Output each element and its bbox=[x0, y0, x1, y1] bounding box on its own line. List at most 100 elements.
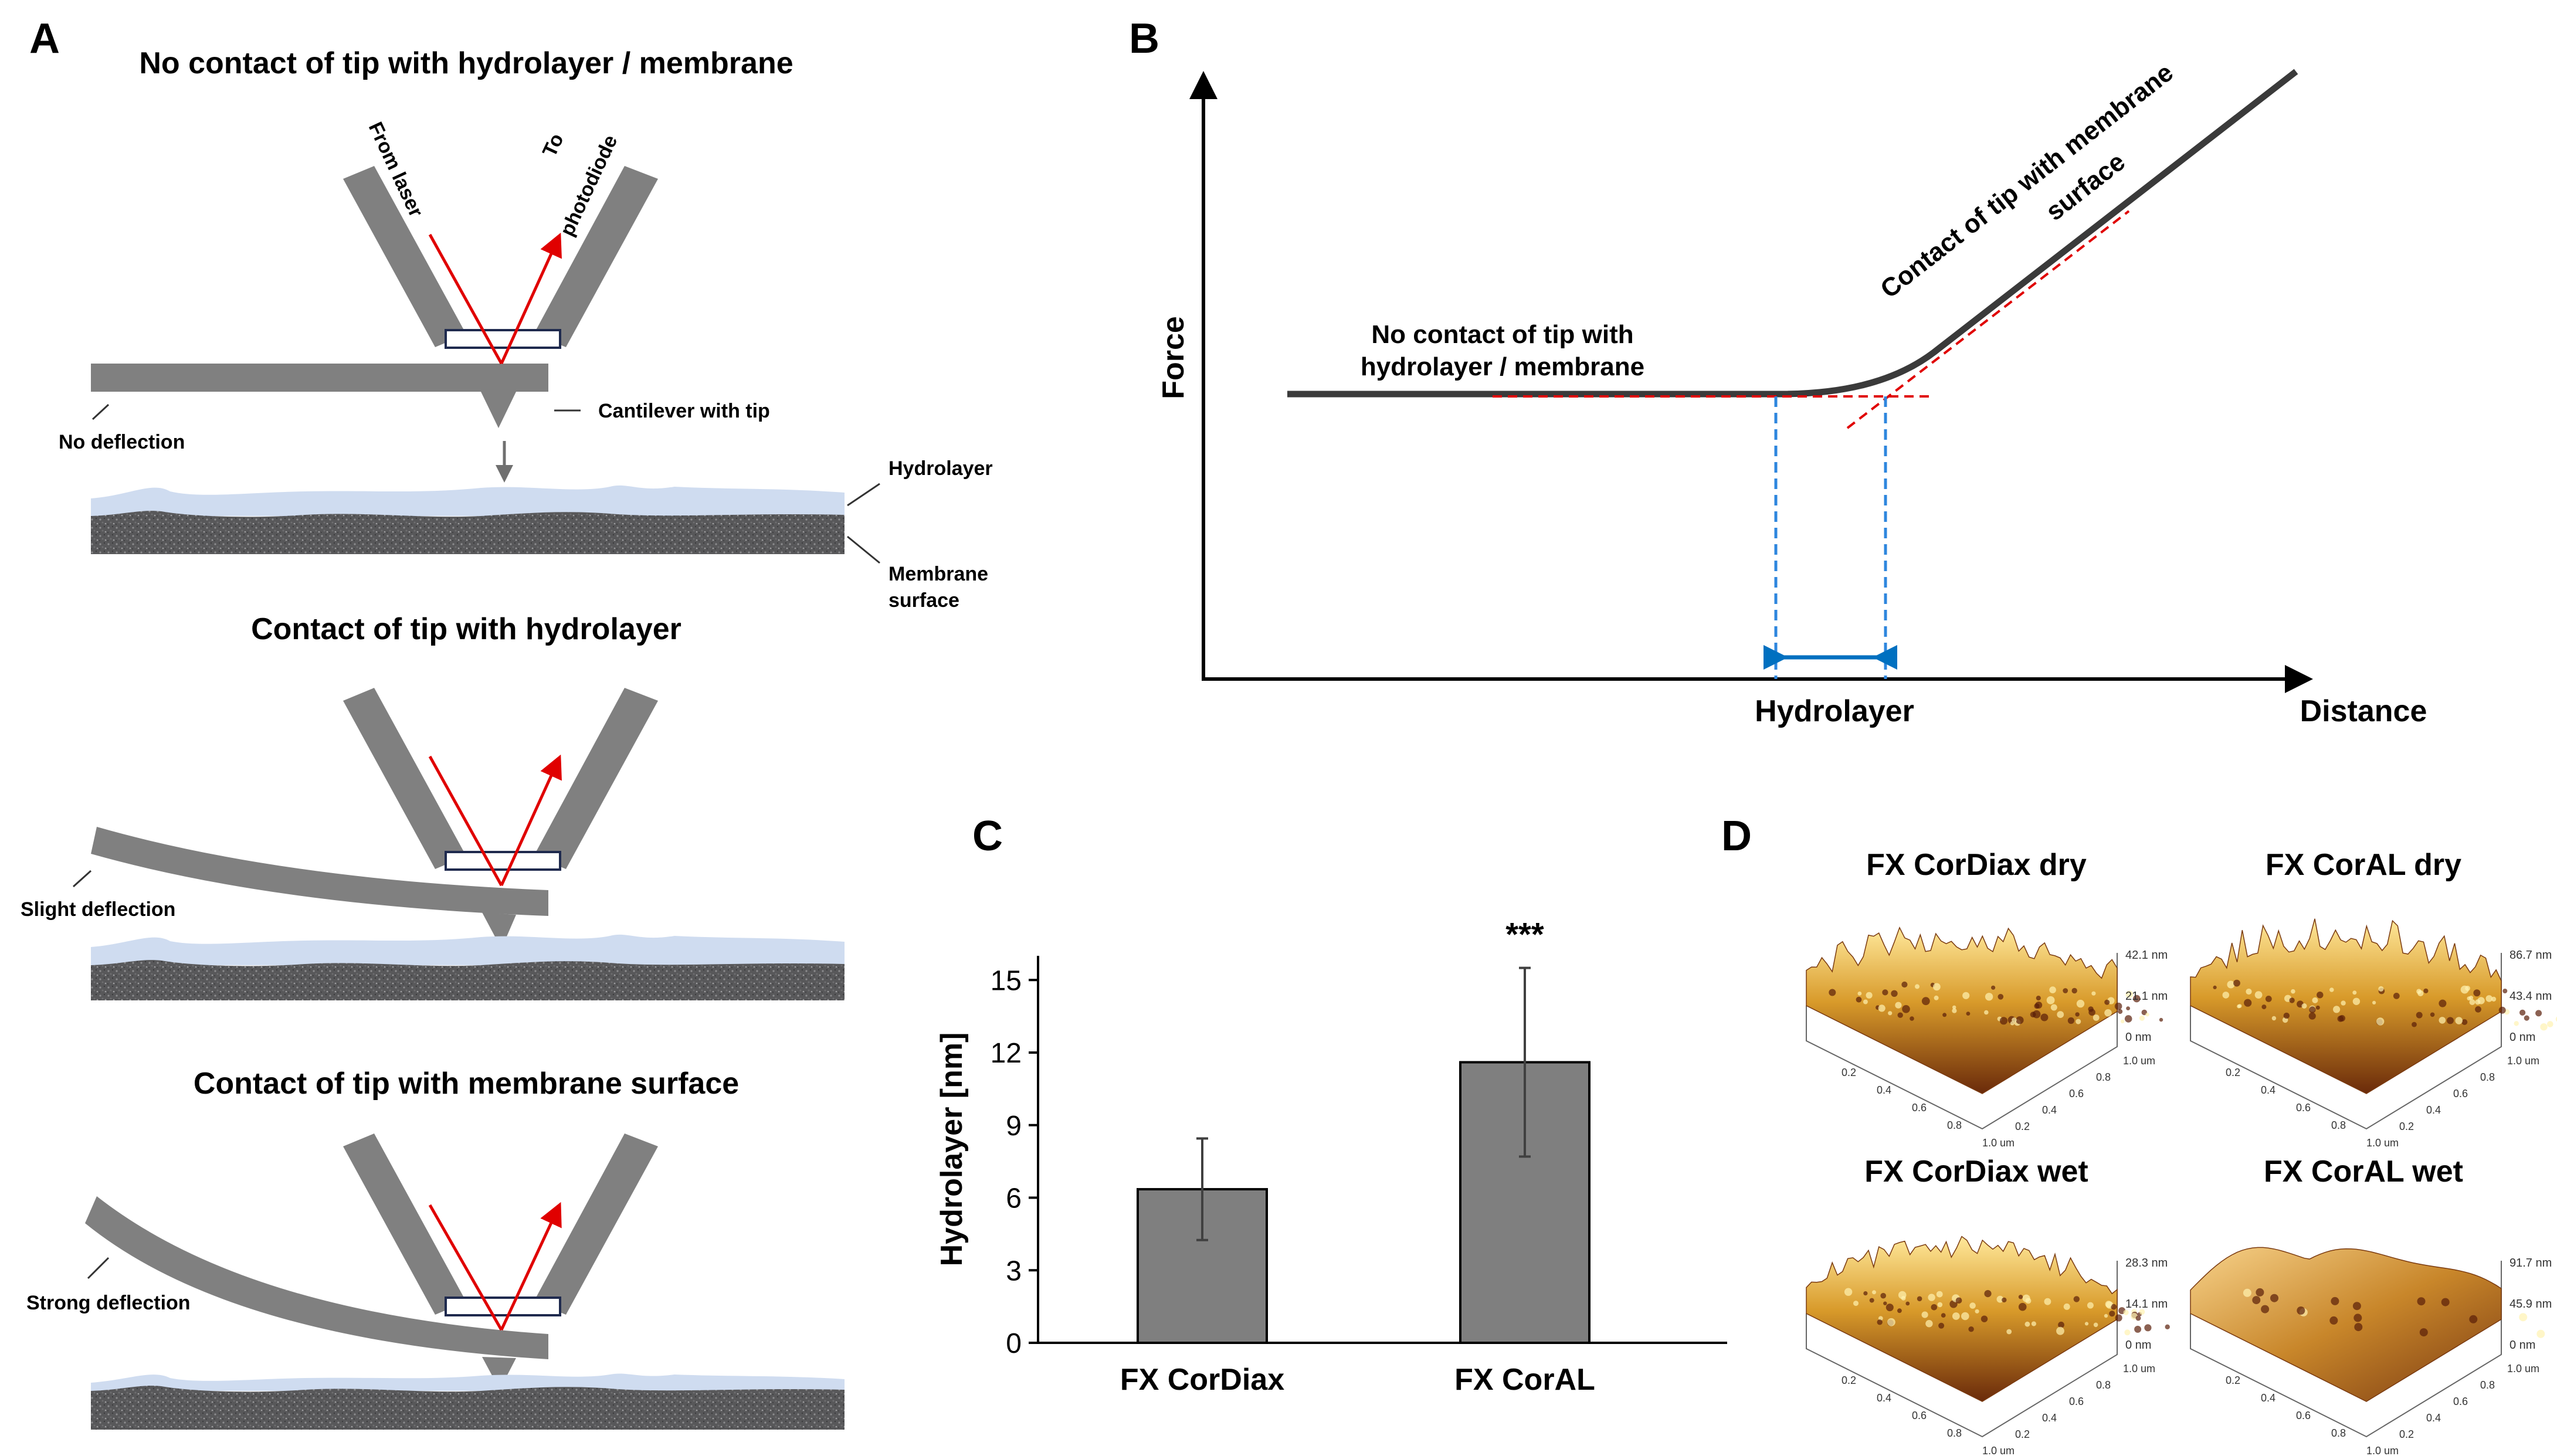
afm-axis-tick-label: 0.8 bbox=[2480, 1071, 2495, 1083]
afm-speckle bbox=[2477, 997, 2485, 1004]
cantilever-tip bbox=[482, 912, 516, 949]
afm-speckle bbox=[2475, 1006, 2481, 1013]
right-laser-arm bbox=[534, 688, 658, 869]
label-to: To bbox=[538, 130, 568, 160]
afm-speckle bbox=[2036, 996, 2041, 1001]
panel-c-letter: C bbox=[972, 813, 1003, 860]
afm-axis-tick-label: 0.8 bbox=[2096, 1379, 2111, 1391]
afm-axis-tick-label: 0.8 bbox=[2331, 1427, 2346, 1439]
afm-speckle bbox=[1856, 996, 1862, 1003]
afm-speckle bbox=[1885, 1304, 1894, 1312]
afm-speckle bbox=[1952, 1312, 1960, 1320]
afm-scene-membrane-contact: Strong deflection bbox=[26, 1133, 845, 1430]
afm-speckle bbox=[2354, 1323, 2363, 1332]
leader-membrane bbox=[847, 535, 880, 564]
afm-speckle bbox=[1910, 1016, 1914, 1021]
afm-axis-tick-label: 1.0 um bbox=[2366, 1445, 2399, 1456]
afm-speckle bbox=[1844, 1288, 1853, 1296]
afm-speckle bbox=[2144, 1324, 2152, 1332]
afm-axis-tick-label: 1.0 um bbox=[1982, 1137, 2015, 1149]
afm-speckle bbox=[2104, 999, 2110, 1005]
afm-speckle bbox=[1937, 1302, 1943, 1308]
afm-speckle bbox=[1921, 1311, 1928, 1318]
afm-speckle bbox=[1897, 1308, 1902, 1314]
afm-speckle bbox=[1853, 1301, 1859, 1306]
afm-speckle bbox=[2088, 1006, 2094, 1012]
afm-speckle bbox=[1901, 981, 1908, 988]
afm-axis-tick-label: 0.2 bbox=[1842, 1067, 1856, 1078]
afm-speckle bbox=[2317, 992, 2324, 999]
afm-speckle bbox=[2329, 987, 2334, 992]
force-axis-label: Force bbox=[1157, 316, 1191, 399]
afm-surface-shape bbox=[1806, 926, 2118, 1094]
afm-speckle bbox=[2056, 1326, 2064, 1335]
afm-speckle bbox=[2125, 990, 2134, 998]
afm-speckle bbox=[2049, 986, 2056, 993]
afm-speckle bbox=[1952, 1008, 1957, 1013]
afm-speckle bbox=[2109, 1311, 2115, 1317]
afm-speckle bbox=[2514, 1021, 2519, 1026]
afm-axis-tick-label: 0.6 bbox=[2069, 1396, 2084, 1407]
afm-speckle bbox=[1905, 1301, 1910, 1306]
cantilever-strong-bend bbox=[85, 1196, 548, 1359]
afm-speckle bbox=[1996, 1295, 2004, 1303]
left-laser-arm bbox=[343, 166, 466, 347]
afm-speckle bbox=[1985, 993, 1993, 1001]
afm-speckle bbox=[1902, 1005, 1910, 1013]
afm-speckle bbox=[2057, 1011, 2064, 1018]
afm-speckle bbox=[1869, 1298, 1874, 1303]
leader-slight-deflection bbox=[72, 870, 92, 888]
left-laser-arm bbox=[343, 688, 466, 869]
panel-a-letter: A bbox=[29, 15, 60, 62]
panel-a: A No contact of tip with hydrolayer / me… bbox=[21, 15, 993, 1430]
afm-axis-tick-label: 0.6 bbox=[1912, 1102, 1927, 1114]
afm-speckle bbox=[2243, 1288, 2251, 1297]
afm-scale-label: 91.7 nm bbox=[2509, 1257, 2552, 1270]
afm-surface-shape bbox=[2190, 918, 2502, 1094]
right-laser-arm bbox=[534, 166, 658, 347]
afm-speckle bbox=[2353, 1314, 2362, 1322]
afm-speckle bbox=[2018, 1302, 2027, 1311]
afm-scale-label: 43.4 nm bbox=[2509, 990, 2552, 1003]
afm-speckle bbox=[2237, 1004, 2241, 1009]
afm-speckle bbox=[2416, 1012, 2423, 1019]
afm-speckle bbox=[2547, 1021, 2553, 1027]
panel-d-letter: D bbox=[1721, 813, 1752, 860]
mirror-rectangle bbox=[445, 1297, 561, 1316]
afm-axis-tick-label: 1.0 um bbox=[2366, 1137, 2399, 1149]
afm-speckle bbox=[2261, 1004, 2267, 1010]
laser-beam-out bbox=[500, 754, 562, 887]
afm-axis-tick-label: 0.6 bbox=[2453, 1088, 2468, 1099]
afm-speckle bbox=[2044, 1298, 2051, 1305]
label-membrane-2: surface bbox=[888, 589, 959, 612]
afm-speckle bbox=[2123, 1309, 2129, 1315]
afm-axis-tick-label: 1.0 um bbox=[2507, 1055, 2539, 1067]
afm-speckle bbox=[2297, 1306, 2305, 1315]
afm-axis-tick-label: 0.6 bbox=[1912, 1410, 1927, 1421]
afm-speckle bbox=[1961, 1312, 1969, 1321]
afm-speckle bbox=[2233, 979, 2240, 987]
afm-speckle bbox=[2283, 1012, 2290, 1019]
afm-speckle bbox=[2352, 990, 2357, 995]
afm-speckle bbox=[2524, 1015, 2529, 1021]
cantilever-slight-bend bbox=[91, 827, 548, 916]
afm-speckle bbox=[2271, 1016, 2277, 1021]
force-distance-curve bbox=[1287, 69, 2298, 398]
afm-speckle bbox=[2417, 1297, 2426, 1306]
afm-title-cordiax-dry: FX CorDiax dry bbox=[1866, 848, 2087, 882]
afm-axis-tick-label: 0.4 bbox=[2426, 1412, 2441, 1424]
afm-speckle bbox=[2469, 999, 2475, 1005]
afm-speckle bbox=[2252, 1296, 2261, 1305]
afm-speckle bbox=[2439, 999, 2447, 1007]
afm-speckle bbox=[1998, 994, 2004, 1000]
afm-speckle bbox=[1933, 983, 1941, 991]
afm-surface-1: 86.7 nm 43.4 nm 0 nm 0.2 0.2 0.4 0.4 0.6 0.6 0.8 0… bbox=[2190, 918, 2557, 1149]
afm-speckle bbox=[2124, 1015, 2132, 1023]
panel-a-title-3: Contact of tip with membrane surface bbox=[194, 1067, 739, 1101]
afm-speckle bbox=[2118, 1009, 2123, 1014]
afm-speckle bbox=[2536, 1329, 2545, 1338]
right-laser-arm bbox=[534, 1133, 658, 1315]
afm-speckle bbox=[2075, 1012, 2080, 1017]
afm-axis-tick-label: 0.4 bbox=[1877, 1084, 1891, 1096]
